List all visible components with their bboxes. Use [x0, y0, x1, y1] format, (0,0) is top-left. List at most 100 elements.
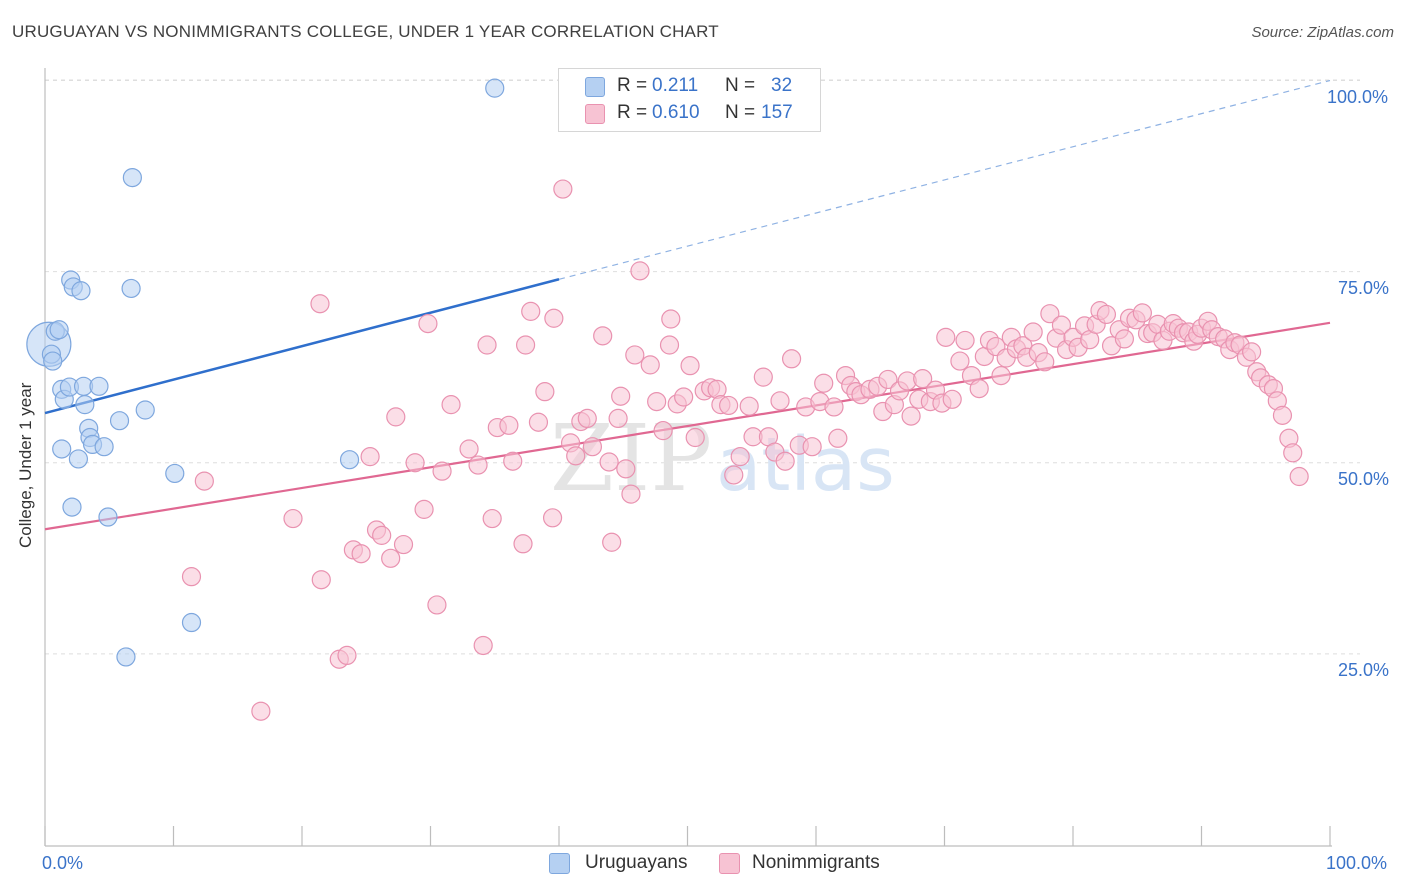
r-label: R = [617, 102, 648, 123]
nonimmigrants-point [482, 508, 502, 529]
uruguayans-point [121, 278, 141, 299]
y-tick-25: 25.0% [1338, 660, 1390, 680]
nonimmigrants-point [386, 407, 406, 427]
nonimmigrants-point [991, 365, 1011, 386]
legend-item-nonimmigrants: Nonimmigrants [719, 852, 909, 876]
nonimmigrants-point [878, 369, 898, 390]
gridlines [45, 79, 1360, 655]
nonimmigrants-point [351, 544, 371, 564]
uruguayans-point [181, 612, 202, 633]
nonimmigrants-point [393, 534, 414, 555]
nonimmigrants-legend-swatch [719, 853, 740, 874]
nonimmigrants-point [739, 396, 759, 416]
uruguayans-point [109, 411, 130, 431]
nonimmigrants-legend-label: Nonimmigrants [752, 852, 880, 873]
nonimmigrants-point [616, 459, 636, 479]
nonimmigrants-point [1114, 329, 1135, 349]
nonimmigrants-point [441, 395, 461, 415]
r-label: R = [617, 75, 648, 96]
nonimmigrants-point [753, 367, 773, 387]
x-axis-min-label: 0.0% [42, 853, 84, 873]
nonimmigrants-point [955, 330, 975, 351]
uruguayans-point [68, 449, 89, 469]
nonimmigrants-point [251, 701, 271, 721]
nonimmigrants-point [621, 484, 641, 504]
nonimmigrants-point [521, 301, 541, 321]
nonimmigrants-point [770, 391, 790, 411]
nonimmigrants-point [515, 335, 536, 355]
nonimmigrants-point [950, 351, 970, 371]
nonimmigrants-point [901, 406, 921, 426]
nonimmigrants-point [432, 461, 452, 481]
nonimmigrants-point [194, 471, 214, 491]
uruguayans-point [122, 167, 142, 188]
n-value: 32 [771, 75, 793, 96]
nonimmigrants-point [719, 395, 739, 416]
nonimmigrants-point [913, 369, 933, 389]
nonimmigrants-point [1272, 405, 1293, 425]
uruguayans-point [43, 351, 63, 371]
nonimmigrants-point [427, 595, 447, 615]
nonimmigrants-point [781, 349, 802, 369]
nonimmigrants-point [775, 451, 795, 471]
nonimmigrants-point [577, 408, 597, 429]
nonimmigrants-point [360, 447, 380, 467]
nonimmigrants-point [942, 389, 962, 409]
nonimmigrants-point [503, 451, 523, 471]
nonimmigrants-point [674, 387, 694, 407]
uruguayans-point [52, 439, 72, 459]
y-axis-title: College, Under 1 year [16, 382, 35, 548]
uruguayans-swatch [585, 77, 605, 97]
uruguayans-legend-swatch [549, 853, 570, 874]
uruguayans-point [98, 507, 118, 527]
nonimmigrants-point [372, 525, 392, 545]
nonimmigrants-point [513, 534, 533, 554]
nonimmigrants-point [535, 382, 555, 402]
nonimmigrants-point [647, 391, 667, 412]
uruguayans-point [89, 376, 109, 396]
nonimmigrants-point [1132, 303, 1152, 323]
nonimmigrants-point [602, 532, 622, 552]
nonimmigrants-point [1289, 466, 1309, 487]
nonimmigrants-point [566, 446, 586, 466]
nonimmigrants-point [724, 465, 744, 485]
nonimmigrants-point [611, 386, 631, 406]
nonimmigrants-point [653, 421, 673, 441]
uruguayans-point [71, 281, 91, 301]
nonimmigrants-point [459, 439, 479, 459]
nonimmigrants-point [1283, 443, 1303, 463]
nonimmigrants-point [542, 508, 563, 528]
legend-row-uruguayans: R = 0.211 N = 32 [559, 73, 820, 99]
nonimmigrants-point [414, 499, 434, 519]
nonimmigrants-point [405, 453, 425, 473]
correlation-legend: R = 0.211 N = 32 R = 0.610 N = 157 [558, 68, 821, 132]
nonimmigrants-point [1096, 304, 1117, 325]
chart-title: URUGUAYAN VS NONIMMIGRANTS COLLEGE, UNDE… [12, 22, 719, 41]
trend-lines [44, 79, 1331, 531]
uruguayans-legend-label: Uruguayans [585, 852, 688, 873]
nonimmigrants-point [544, 308, 564, 328]
nonimmigrants-point [599, 452, 619, 472]
r-value: 0.211 [652, 75, 699, 96]
uruguayans-point [485, 78, 505, 98]
uruguayans-point [116, 647, 136, 667]
nonimmigrants-point [1242, 342, 1262, 362]
nonimmigrants-point [680, 356, 700, 376]
nonimmigrants-point [499, 415, 519, 435]
nonimmigrants-point [181, 567, 202, 587]
nonimmigrants-point [630, 261, 650, 281]
nonimmigrants-point [337, 645, 357, 666]
legend-item-uruguayans: Uruguayans [549, 852, 709, 876]
nonimmigrants-point [1040, 304, 1060, 324]
nonimmigrants-point [608, 408, 628, 429]
n-label: N = [725, 102, 756, 123]
nonimmigrants-point [1051, 315, 1072, 335]
legend-row-nonimmigrants: R = 0.610 N = 157 [559, 100, 820, 126]
nonimmigrants-point [814, 373, 834, 393]
nonimmigrants-point [1035, 352, 1055, 372]
uruguayans-trend-line [44, 278, 560, 415]
nonimmigrants-points [181, 179, 1309, 721]
y-tick-75: 75.0% [1338, 278, 1390, 298]
nonimmigrants-point [661, 309, 681, 329]
nonimmigrants-swatch [585, 104, 605, 124]
